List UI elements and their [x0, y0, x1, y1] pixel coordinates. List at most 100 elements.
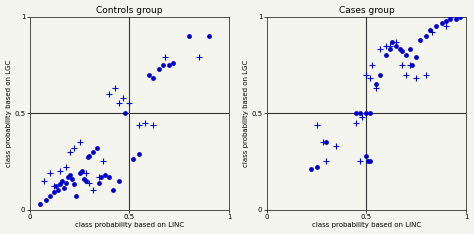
Point [84, 156, 91, 159]
Point [399, 63, 406, 67]
Point [383, 53, 390, 57]
Point [399, 50, 406, 53]
Point [82, 171, 89, 175]
Point [98, 175, 105, 179]
Point [78, 169, 85, 173]
Point [72, 194, 79, 198]
Point [359, 115, 366, 119]
Point [80, 177, 87, 180]
Point [50, 184, 57, 188]
Point [376, 73, 384, 77]
Point [319, 140, 326, 144]
Point [402, 53, 410, 57]
Point [136, 152, 143, 155]
Point [36, 202, 44, 206]
Point [146, 73, 153, 77]
Point [323, 159, 330, 163]
Point [417, 38, 424, 42]
Point [56, 169, 64, 173]
Point [100, 159, 107, 163]
Point [353, 111, 360, 115]
Title: Controls group: Controls group [96, 6, 163, 15]
Point [363, 73, 370, 77]
X-axis label: class probability based on LINC: class probability based on LINC [75, 223, 184, 228]
Point [66, 173, 73, 177]
Point [442, 25, 450, 28]
Point [313, 165, 320, 169]
Point [412, 77, 420, 80]
Point [313, 123, 320, 127]
Point [96, 175, 103, 179]
Point [42, 198, 49, 202]
Point [50, 190, 57, 194]
Point [392, 44, 400, 48]
Point [387, 48, 394, 51]
Point [333, 144, 340, 148]
Point [129, 157, 137, 161]
Point [70, 183, 77, 186]
Point [447, 17, 454, 21]
Point [387, 44, 394, 48]
Point [66, 150, 73, 154]
Y-axis label: class probability based on LGC: class probability based on LGC [243, 59, 248, 167]
Point [150, 123, 157, 127]
Point [397, 48, 404, 51]
Point [412, 55, 420, 59]
Point [376, 48, 384, 51]
Point [162, 55, 169, 59]
Point [409, 63, 416, 67]
Point [136, 123, 143, 127]
Point [363, 111, 370, 115]
Point [366, 111, 374, 115]
Point [373, 82, 380, 86]
Point [109, 188, 117, 192]
Point [86, 181, 93, 184]
Point [126, 102, 133, 105]
Point [383, 44, 390, 48]
Point [353, 121, 360, 125]
Point [86, 154, 93, 157]
Point [422, 73, 430, 77]
Title: Cases group: Cases group [338, 6, 394, 15]
Point [373, 86, 380, 90]
Point [106, 92, 113, 96]
Point [165, 63, 173, 67]
Point [46, 194, 54, 198]
Point [369, 63, 376, 67]
Point [366, 77, 374, 80]
Point [185, 34, 193, 38]
Point [392, 40, 400, 44]
Point [447, 15, 454, 18]
Point [155, 67, 163, 71]
Point [428, 30, 436, 34]
X-axis label: class probability based on LINC: class probability based on LINC [312, 223, 421, 228]
Point [402, 73, 410, 77]
Point [456, 15, 464, 18]
Point [195, 55, 203, 59]
Point [60, 186, 67, 190]
Point [90, 150, 97, 154]
Point [389, 40, 396, 44]
Point [142, 121, 149, 125]
Point [64, 175, 71, 179]
Point [407, 63, 414, 67]
Point [366, 159, 374, 163]
Point [96, 181, 103, 184]
Point [112, 86, 119, 90]
Point [46, 171, 54, 175]
Point [116, 179, 123, 183]
Point [62, 181, 69, 184]
Point [76, 140, 83, 144]
Point [363, 154, 370, 157]
Point [58, 179, 65, 183]
Point [76, 171, 83, 175]
Point [94, 146, 101, 150]
Point [40, 179, 47, 183]
Point [62, 165, 69, 169]
Point [106, 175, 113, 179]
Point [407, 48, 414, 51]
Point [452, 17, 460, 21]
Point [90, 188, 97, 192]
Point [70, 146, 77, 150]
Point [432, 25, 440, 28]
